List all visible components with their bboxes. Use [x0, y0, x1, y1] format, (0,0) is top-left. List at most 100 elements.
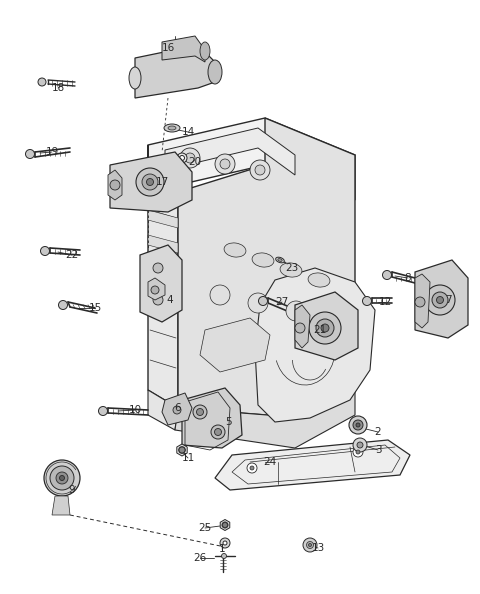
Circle shape: [179, 447, 185, 453]
Ellipse shape: [129, 67, 141, 89]
Circle shape: [356, 423, 360, 427]
Circle shape: [321, 324, 329, 332]
Polygon shape: [135, 45, 215, 98]
Polygon shape: [415, 260, 468, 338]
Circle shape: [415, 297, 425, 307]
Ellipse shape: [208, 60, 222, 84]
Text: 7: 7: [444, 295, 451, 305]
Polygon shape: [182, 388, 242, 448]
Text: 16: 16: [161, 43, 175, 53]
Polygon shape: [220, 520, 230, 530]
Polygon shape: [200, 318, 270, 372]
Text: 9: 9: [69, 485, 75, 495]
Text: 3: 3: [375, 445, 381, 455]
Circle shape: [98, 406, 108, 415]
Polygon shape: [148, 390, 178, 430]
Polygon shape: [148, 285, 178, 303]
Ellipse shape: [168, 126, 176, 130]
Circle shape: [353, 420, 363, 430]
Ellipse shape: [308, 273, 330, 287]
Polygon shape: [148, 118, 355, 200]
Circle shape: [211, 425, 225, 439]
Text: 17: 17: [156, 177, 168, 187]
Circle shape: [250, 160, 270, 180]
Circle shape: [259, 296, 267, 305]
Circle shape: [432, 292, 448, 308]
Text: 25: 25: [198, 523, 212, 533]
Circle shape: [56, 472, 68, 484]
Circle shape: [357, 442, 363, 448]
Text: 2: 2: [375, 427, 381, 437]
Polygon shape: [255, 268, 375, 422]
Text: 12: 12: [378, 297, 392, 307]
Ellipse shape: [164, 124, 180, 132]
Text: 26: 26: [193, 553, 206, 563]
Text: 14: 14: [181, 127, 194, 137]
Circle shape: [223, 541, 227, 545]
Circle shape: [193, 405, 207, 419]
Circle shape: [220, 538, 230, 548]
Polygon shape: [415, 274, 430, 328]
Polygon shape: [148, 278, 165, 300]
Circle shape: [316, 319, 334, 337]
Circle shape: [307, 542, 313, 548]
Polygon shape: [148, 260, 178, 278]
Circle shape: [185, 153, 195, 163]
Polygon shape: [52, 496, 70, 515]
Circle shape: [215, 154, 235, 174]
Circle shape: [353, 438, 367, 452]
Circle shape: [44, 460, 80, 496]
Circle shape: [222, 522, 228, 528]
Text: 22: 22: [65, 250, 79, 260]
Circle shape: [356, 450, 360, 454]
Circle shape: [383, 270, 392, 280]
Circle shape: [247, 463, 257, 473]
Circle shape: [179, 447, 185, 453]
Text: 6: 6: [175, 403, 181, 413]
Ellipse shape: [252, 253, 274, 267]
Ellipse shape: [200, 42, 210, 60]
Polygon shape: [175, 390, 355, 448]
Circle shape: [136, 168, 164, 196]
Ellipse shape: [280, 263, 302, 277]
Circle shape: [153, 263, 163, 273]
Circle shape: [210, 285, 230, 305]
Text: 24: 24: [264, 457, 276, 467]
Circle shape: [50, 466, 74, 490]
Polygon shape: [165, 128, 295, 175]
Polygon shape: [295, 292, 358, 360]
Polygon shape: [295, 305, 310, 348]
Circle shape: [173, 406, 181, 414]
Ellipse shape: [276, 257, 284, 263]
Text: 15: 15: [88, 303, 102, 313]
Circle shape: [110, 180, 120, 190]
Polygon shape: [148, 210, 178, 228]
Circle shape: [255, 165, 265, 175]
Polygon shape: [148, 235, 178, 253]
Circle shape: [223, 523, 228, 527]
Polygon shape: [162, 393, 192, 425]
Text: 11: 11: [181, 453, 194, 463]
Circle shape: [362, 296, 372, 305]
Circle shape: [142, 174, 158, 190]
Text: 20: 20: [189, 157, 202, 167]
Polygon shape: [148, 145, 178, 408]
Circle shape: [180, 148, 200, 168]
Circle shape: [286, 301, 306, 321]
Circle shape: [309, 544, 312, 546]
Polygon shape: [140, 245, 182, 322]
Circle shape: [349, 416, 367, 434]
Circle shape: [220, 159, 230, 169]
Text: 13: 13: [312, 543, 324, 553]
Circle shape: [180, 156, 184, 160]
Polygon shape: [162, 36, 205, 62]
Circle shape: [303, 538, 317, 552]
Circle shape: [153, 295, 163, 305]
Text: 8: 8: [405, 273, 411, 283]
Circle shape: [250, 466, 254, 470]
Circle shape: [295, 323, 305, 333]
Text: 27: 27: [276, 297, 288, 307]
Circle shape: [436, 296, 444, 304]
Circle shape: [25, 150, 35, 159]
Circle shape: [221, 554, 227, 558]
